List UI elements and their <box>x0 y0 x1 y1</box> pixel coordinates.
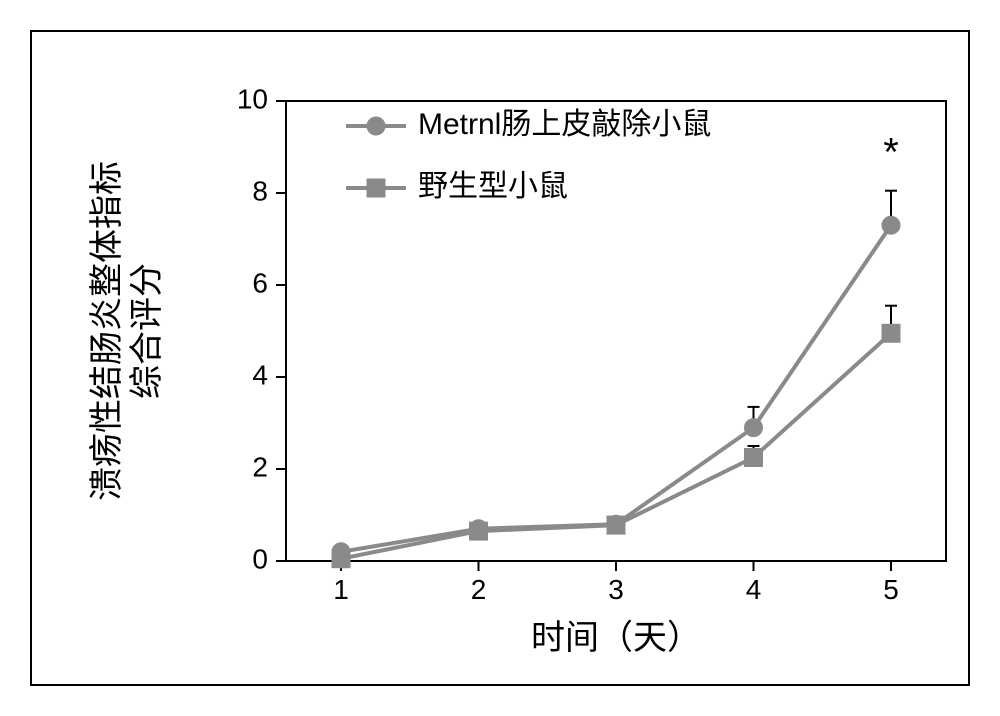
legend-label: 野生型小鼠 <box>418 170 568 203</box>
y-tick-label: 4 <box>252 359 268 390</box>
marker-circle <box>745 419 763 437</box>
x-tick-label: 1 <box>333 574 349 605</box>
marker-square <box>470 522 488 540</box>
y-tick-label: 8 <box>252 175 268 206</box>
y-tick-label: 2 <box>252 451 268 482</box>
y-axis-label-line2: 综合评分 <box>128 263 166 399</box>
marker-circle <box>882 216 900 234</box>
y-axis-label-line1: 溃疡性结肠炎整体指标 <box>88 161 126 501</box>
chart-container: 024681012345时间（天）溃疡性结肠炎整体指标综合评分*Metrnl肠上… <box>46 46 954 670</box>
legend-marker-circle <box>367 117 385 135</box>
legend-marker-square <box>367 179 385 197</box>
marker-square <box>882 324 900 342</box>
x-tick-label: 5 <box>883 574 899 605</box>
legend-label: Metrnl肠上皮敲除小鼠 <box>418 108 711 141</box>
y-tick-label: 6 <box>252 267 268 298</box>
y-tick-label: 10 <box>237 83 268 114</box>
x-tick-label: 3 <box>608 574 624 605</box>
y-tick-label: 0 <box>252 543 268 574</box>
x-tick-label: 2 <box>471 574 487 605</box>
marker-square <box>745 449 763 467</box>
x-tick-label: 4 <box>746 574 762 605</box>
x-axis-label: 时间（天） <box>531 619 701 657</box>
plot-area <box>286 101 946 561</box>
marker-square <box>332 550 350 568</box>
marker-square <box>607 516 625 534</box>
line-chart: 024681012345时间（天）溃疡性结肠炎整体指标综合评分*Metrnl肠上… <box>46 46 954 670</box>
annotation-star: * <box>883 130 899 174</box>
y-axis-label-group: 溃疡性结肠炎整体指标综合评分 <box>88 161 166 501</box>
